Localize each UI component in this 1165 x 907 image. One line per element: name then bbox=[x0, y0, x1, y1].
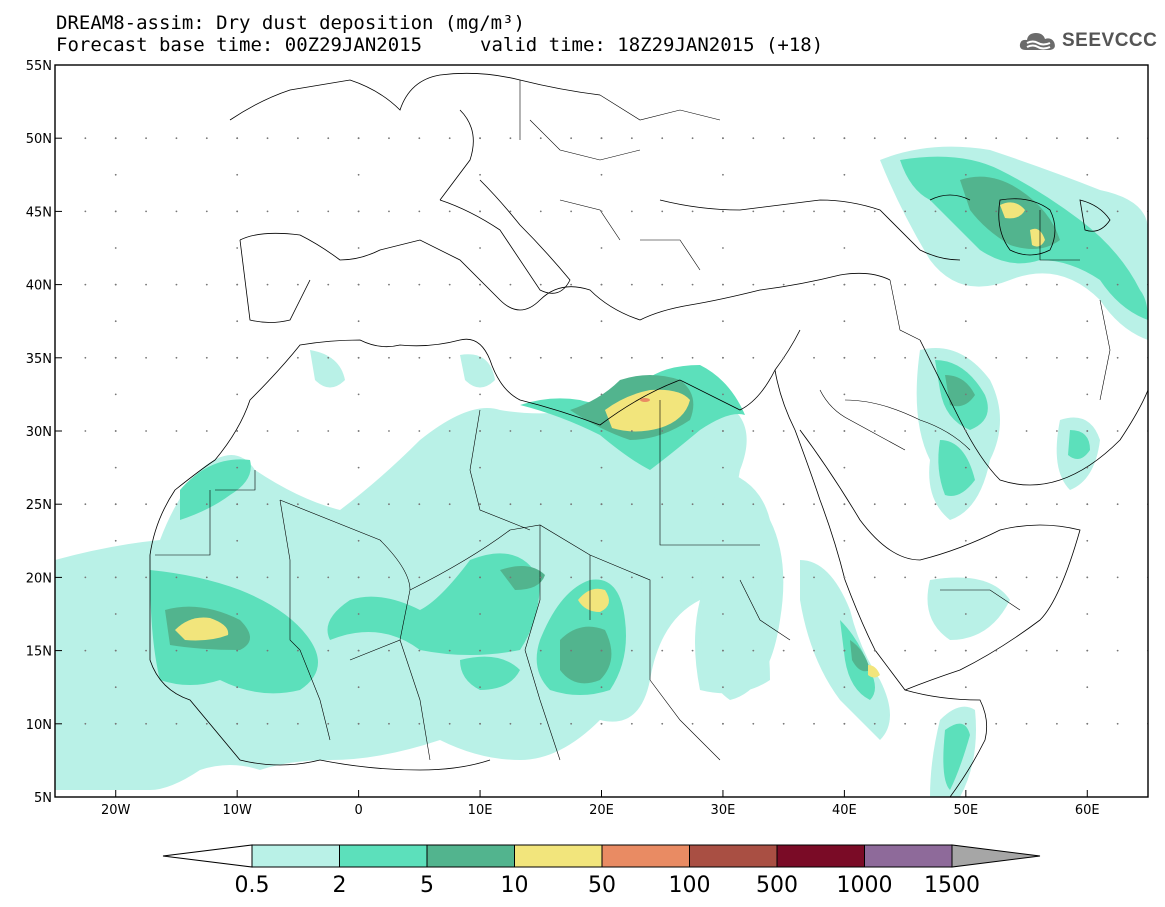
colorbar-level: 1000 bbox=[837, 873, 893, 898]
lat-label: 5N bbox=[34, 791, 52, 806]
colorbar bbox=[162, 844, 1041, 868]
colorbar-level: 10 bbox=[501, 873, 529, 898]
lat-label: 30N bbox=[26, 425, 52, 440]
valid-time: valid time: 18Z29JAN2015 (+18) bbox=[480, 34, 824, 56]
colorbar-level: 100 bbox=[669, 873, 711, 898]
lat-label: 55N bbox=[26, 59, 52, 74]
colorbar-level: 1500 bbox=[924, 873, 980, 898]
lon-label: 20W bbox=[101, 803, 131, 818]
colorbar-swatch bbox=[251, 844, 340, 868]
lon-label: 0 bbox=[354, 803, 362, 818]
colorbar-level: 0.5 bbox=[235, 873, 270, 898]
colorbar-swatch bbox=[426, 844, 515, 868]
colorbar-swatch bbox=[864, 844, 953, 868]
lat-label: 10N bbox=[26, 718, 52, 733]
colorbar-level: 2 bbox=[333, 873, 347, 898]
lon-label: 40E bbox=[832, 803, 857, 818]
graticule bbox=[55, 137, 1148, 725]
dust-field bbox=[55, 146, 1148, 797]
country-borders bbox=[155, 80, 1111, 761]
colorbar-arrow-low bbox=[162, 844, 253, 868]
colorbar-swatch bbox=[689, 844, 778, 868]
lat-label: 20N bbox=[26, 571, 52, 586]
longitude-axis: 20W 10W 0 10E 20E 30E 40E 50E 60E bbox=[101, 790, 1100, 818]
logo-text: SEEVCCC bbox=[1062, 30, 1158, 51]
lat-label: 15N bbox=[26, 645, 52, 660]
lon-label: 10E bbox=[468, 803, 493, 818]
colorbar-swatch bbox=[601, 844, 690, 868]
colorbar-swatch bbox=[776, 844, 865, 868]
seevccc-logo: SEEVCCC bbox=[1018, 28, 1157, 54]
map-title: DREAM8-assim: Dry dust deposition (mg/m³… bbox=[56, 12, 525, 34]
lat-label: 50N bbox=[26, 132, 52, 147]
lon-label: 20E bbox=[589, 803, 614, 818]
coastlines bbox=[149, 72, 1148, 797]
field-level-50 bbox=[640, 398, 650, 402]
colorbar-labels: 0.5 2 5 10 50 100 500 1000 1500 bbox=[235, 873, 981, 898]
forecast-base-time: Forecast base time: 00Z29JAN2015 bbox=[56, 34, 423, 56]
colorbar-level: 500 bbox=[756, 873, 798, 898]
lon-label: 30E bbox=[711, 803, 736, 818]
lat-label: 25N bbox=[26, 498, 52, 513]
field-level-10 bbox=[175, 202, 1045, 678]
lon-label: 10W bbox=[222, 803, 252, 818]
colorbar-level: 50 bbox=[588, 873, 616, 898]
colorbar-level: 5 bbox=[420, 873, 434, 898]
colorbar-swatch bbox=[339, 844, 428, 868]
lat-label: 35N bbox=[26, 352, 52, 367]
lon-label: 50E bbox=[953, 803, 978, 818]
colorbar-swatch bbox=[514, 844, 603, 868]
colorbar-arrow-high bbox=[951, 844, 1041, 868]
cloud-icon bbox=[1019, 33, 1055, 50]
lat-label: 40N bbox=[26, 279, 52, 294]
latitude-axis: 55N 50N 45N 40N 35N 30N 25N 20N 15N 10N 5N bbox=[26, 59, 62, 806]
lon-label: 60E bbox=[1075, 803, 1100, 818]
lat-label: 45N bbox=[26, 205, 52, 220]
